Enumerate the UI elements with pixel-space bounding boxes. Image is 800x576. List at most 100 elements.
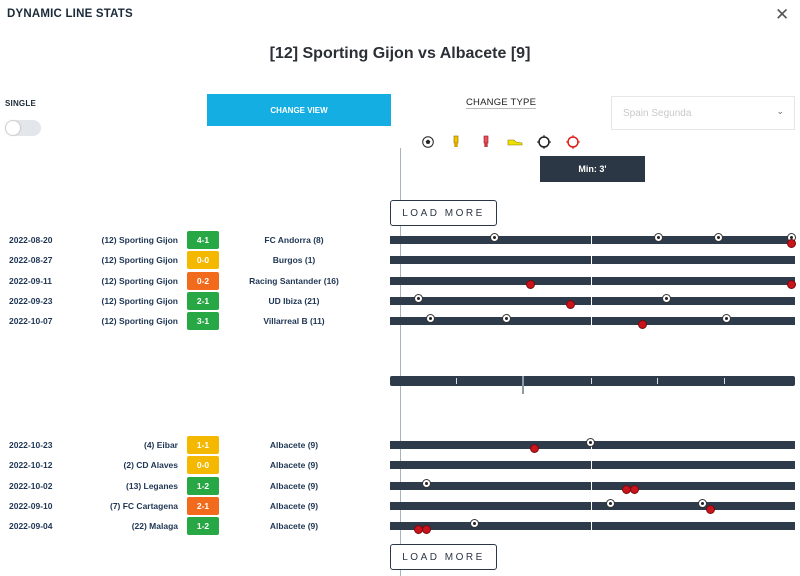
- match-timeline[interactable]: [390, 438, 795, 453]
- away-team: Racing Santander (16): [249, 275, 339, 286]
- time-slider[interactable]: [390, 376, 795, 394]
- match-timeline[interactable]: [390, 461, 795, 470]
- away-team: FC Andorra (8): [264, 235, 324, 245]
- away-team: Villarreal B (11): [263, 316, 325, 327]
- goal-event-icon[interactable]: [585, 438, 595, 447]
- score-badge: 4-1: [187, 231, 219, 249]
- red-event-icon[interactable]: [529, 444, 539, 453]
- red-card-icon[interactable]: [478, 134, 494, 150]
- match-date: 2022-10-07: [9, 316, 53, 327]
- league-select[interactable]: Spain Segunda ⌄: [611, 96, 795, 130]
- match-timeline[interactable]: [390, 276, 796, 289]
- slider-tick: [456, 378, 457, 384]
- match-row[interactable]: 2022-09-11 (12) Sporting Gijon 0-2 Racing S…: [0, 271, 800, 292]
- goal-event-icon[interactable]: [421, 478, 431, 488]
- home-team: (12) Sporting Gijon: [101, 316, 179, 327]
- slider-tick: [724, 378, 725, 384]
- away-team: Albacete (9): [269, 521, 319, 532]
- close-icon[interactable]: ✕: [775, 5, 790, 24]
- match-row[interactable]: 2022-10-12 (2) CD Alaves 0-0 Albacete (9): [0, 456, 800, 476]
- goal-event-icon[interactable]: [654, 233, 664, 242]
- halftime-marker: [591, 501, 592, 510]
- red-event-icon[interactable]: [638, 320, 648, 330]
- single-toggle[interactable]: [5, 120, 41, 136]
- home-team: (4) Eibar: [143, 440, 178, 450]
- match-timeline[interactable]: [390, 478, 795, 494]
- red-event-icon[interactable]: [787, 239, 796, 248]
- away-team: Albacete (9): [269, 500, 319, 511]
- change-view-button[interactable]: CHANGE VIEW: [207, 94, 391, 126]
- target-icon[interactable]: [536, 134, 552, 150]
- match-date: 2022-09-23: [9, 295, 53, 306]
- halftime-marker: [591, 317, 592, 326]
- chevron-down-icon: ⌄: [776, 106, 784, 116]
- goal-event-icon[interactable]: [698, 498, 708, 508]
- score-badge: 0-0: [187, 251, 219, 270]
- match-row[interactable]: 2022-09-23 (12) Sporting Gijon 2-1 UD Ibiza…: [0, 291, 800, 312]
- match-row[interactable]: 2022-09-04 (22) Malaga 1-2 Albacete (9): [0, 517, 800, 537]
- red-event-icon[interactable]: [630, 484, 640, 494]
- score-badge: 0-0: [187, 456, 219, 475]
- red-event-icon[interactable]: [787, 279, 796, 289]
- slider-handle[interactable]: [522, 376, 525, 394]
- match-date: 2022-10-12: [9, 460, 53, 471]
- soccer-ball-icon[interactable]: [420, 134, 436, 150]
- match-row[interactable]: 2022-10-23 (4) Eibar 1-1 Albacete (9): [0, 436, 800, 456]
- slider-tick: [657, 378, 658, 384]
- score-badge: 1-1: [187, 436, 219, 454]
- home-team: (7) FC Cartagena: [109, 500, 178, 511]
- match-date: 2022-09-04: [9, 521, 53, 532]
- match-timeline[interactable]: [390, 233, 796, 248]
- red-event-icon[interactable]: [421, 525, 431, 535]
- halftime-marker: [591, 256, 592, 265]
- match-row[interactable]: 2022-08-27 (12) Sporting Gijon 0-0 Burgos (…: [0, 251, 800, 271]
- away-team: UD Ibiza (21): [268, 295, 320, 306]
- match-date: 2022-10-02: [9, 480, 53, 491]
- score-badge: 1-2: [187, 517, 219, 536]
- home-team: (12) Sporting Gijon: [101, 295, 179, 306]
- goal-event-icon[interactable]: [469, 519, 479, 529]
- goal-event-icon[interactable]: [501, 314, 511, 324]
- away-team: Albacete (9): [269, 440, 319, 450]
- home-team: (22) Malaga: [131, 521, 178, 532]
- red-event-icon[interactable]: [565, 299, 575, 309]
- minute-indicator: Min: 3': [540, 156, 645, 182]
- goal-event-icon[interactable]: [722, 314, 732, 324]
- time-cursor-line[interactable]: [400, 148, 401, 576]
- change-type-button[interactable]: CHANGE TYPE: [466, 97, 537, 109]
- match-timeline[interactable]: [390, 519, 795, 535]
- home-team: (12) Sporting Gijon: [101, 255, 179, 266]
- red-target-icon[interactable]: [565, 134, 581, 150]
- halftime-marker: [591, 461, 592, 470]
- halftime-marker: [591, 236, 592, 244]
- match-timeline[interactable]: [390, 314, 795, 330]
- match-row[interactable]: 2022-10-02 (13) Leganes 1-2 Albacete (9): [0, 476, 800, 497]
- match-date: 2022-09-10: [9, 500, 53, 511]
- halftime-marker: [591, 481, 592, 490]
- load-more-button-home[interactable]: LOAD MORE: [390, 200, 497, 226]
- goal-event-icon[interactable]: [425, 314, 435, 324]
- goal-event-icon[interactable]: [714, 233, 724, 242]
- shoe-icon[interactable]: [507, 134, 523, 150]
- home-team: (12) Sporting Gijon: [101, 275, 179, 286]
- red-event-icon[interactable]: [525, 279, 535, 289]
- match-row[interactable]: 2022-08-20 (12) Sporting Gijon 4-1 FC Andor…: [0, 231, 800, 251]
- home-team: (13) Leganes: [126, 480, 178, 491]
- halftime-marker: [591, 296, 592, 305]
- match-row[interactable]: 2022-09-10 (7) FC Cartagena 2-1 Albacete (9…: [0, 496, 800, 517]
- home-team: (2) CD Alaves: [123, 460, 178, 471]
- yellow-card-icon[interactable]: [448, 134, 464, 150]
- score-badge: 3-1: [187, 312, 219, 331]
- load-more-button-away[interactable]: LOAD MORE: [390, 544, 497, 570]
- red-event-icon[interactable]: [706, 504, 716, 514]
- away-team: Albacete (9): [269, 460, 319, 471]
- goal-event-icon[interactable]: [606, 498, 616, 508]
- goal-event-icon[interactable]: [489, 233, 499, 242]
- goal-event-icon[interactable]: [662, 293, 672, 303]
- slider-tick: [591, 378, 592, 384]
- goal-event-icon[interactable]: [413, 293, 423, 303]
- match-timeline[interactable]: [390, 498, 795, 514]
- match-timeline[interactable]: [390, 293, 795, 309]
- match-row[interactable]: 2022-10-07 (12) Sporting Gijon 3-1 Villarre…: [0, 312, 800, 332]
- match-timeline[interactable]: [390, 256, 795, 265]
